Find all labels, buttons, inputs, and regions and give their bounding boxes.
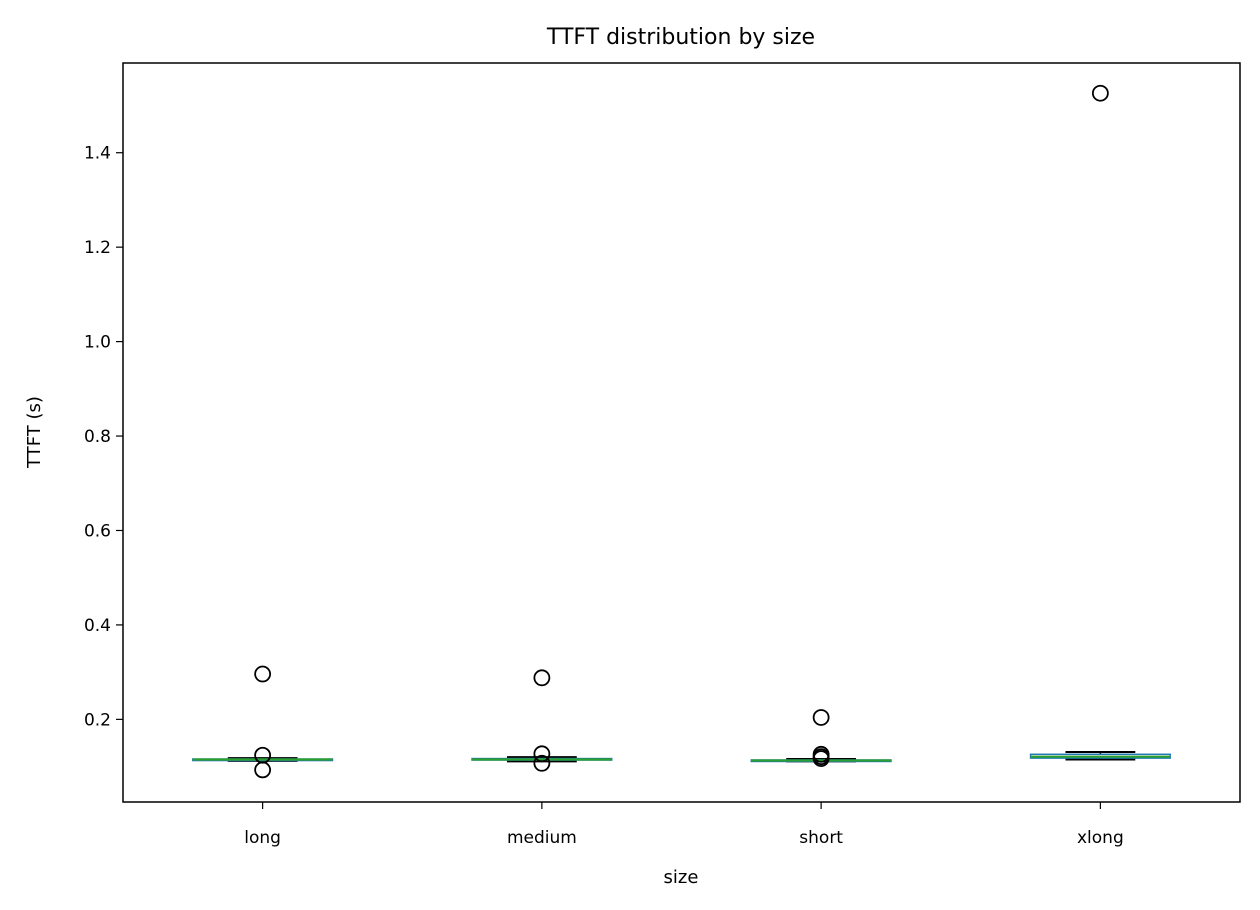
outlier-point bbox=[812, 750, 830, 767]
x-axis-label: size bbox=[664, 867, 699, 888]
plot-area-frame bbox=[122, 62, 1241, 803]
y-tick-label: 0.6 bbox=[84, 521, 111, 541]
outlier-point bbox=[812, 709, 830, 726]
y-tick-label: 1.4 bbox=[84, 144, 111, 164]
y-tick-label: 1.0 bbox=[84, 333, 111, 353]
x-tick-label: medium bbox=[507, 828, 577, 848]
chart-title: TTFT distribution by size bbox=[546, 25, 815, 50]
y-tick-label: 0.8 bbox=[84, 427, 111, 447]
plot-marks: 0.2 0.4 0.6 0.8 1.0 1.2 1.4 long medium short xlon… bbox=[84, 84, 1171, 848]
outlier-point bbox=[533, 669, 551, 687]
x-tick-label: xlong bbox=[1077, 828, 1124, 848]
y-axis-label: TTFT (s) bbox=[24, 396, 45, 469]
outlier-point bbox=[254, 761, 272, 779]
outlier-point bbox=[533, 745, 551, 763]
outlier-point bbox=[1091, 84, 1109, 102]
outlier-point bbox=[254, 665, 272, 683]
y-tick-label: 0.2 bbox=[84, 710, 111, 730]
x-tick-label: short bbox=[799, 828, 843, 848]
y-tick-label: 0.4 bbox=[84, 616, 111, 636]
x-tick-label: long bbox=[244, 828, 281, 848]
y-tick-label: 1.2 bbox=[84, 238, 111, 258]
outlier-point bbox=[533, 754, 551, 772]
